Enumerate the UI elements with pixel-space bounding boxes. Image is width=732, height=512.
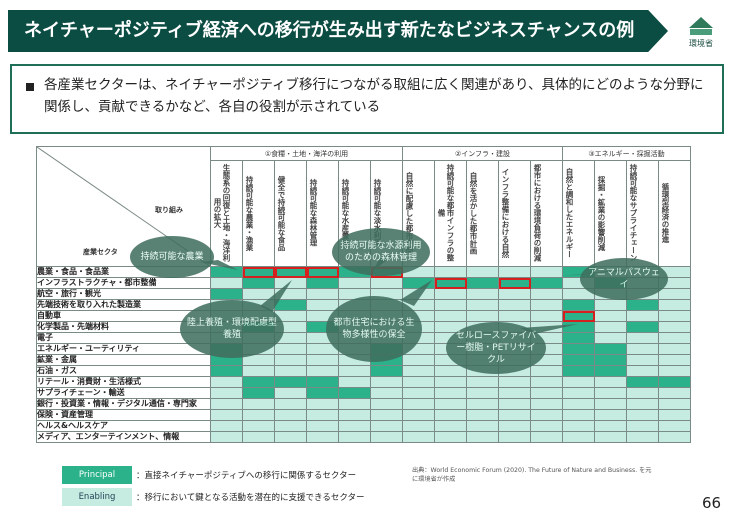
corner-label-top: 取り組み	[155, 206, 183, 214]
slide-title-banner: ネイチャーポジティブ経済への移行が生み出す新たなビジネスチャンスの例	[8, 10, 668, 52]
column-header-label: インフラ整備における自然	[501, 168, 510, 258]
callout-cellulose-pet: セルロースファイバー樹脂・PETリサイクル	[446, 322, 546, 374]
column-header: 自然と調和したエネルギー	[562, 160, 595, 267]
enabling-cell	[242, 431, 275, 443]
enabling-cell	[402, 431, 435, 443]
ministry-logo: 環境省	[684, 16, 718, 49]
column-header: 生態系の回復と土地・海洋利用の拡大	[210, 160, 243, 267]
enabling-cell	[338, 431, 371, 443]
ministry-logo-icon	[689, 17, 713, 35]
column-header: 持続可能な都市インフラの整備	[434, 160, 467, 267]
column-header-label: 健全で持続可能な食品	[277, 175, 286, 251]
callout-forest-management: 持続可能な水源利用のための森林管理	[332, 228, 430, 276]
column-header-label: 持続可能な水産養殖	[341, 179, 350, 247]
column-header-label: 持続可能な森林管理	[309, 179, 318, 247]
legend-enabling-swatch: Enabling	[62, 488, 132, 506]
column-header-label: 持続可能な農業・漁業	[245, 175, 254, 251]
column-header-label: 自然に配慮した都市空間	[405, 171, 414, 255]
callout-land-aquaculture: 陸上養殖・環境配慮型養殖	[180, 300, 284, 358]
column-header: 自然を活かした都市計画	[466, 160, 499, 267]
column-header: 都市における環境負荷の削減	[530, 160, 563, 267]
column-header-label: 持続可能な淡水利用	[373, 179, 382, 247]
column-header-label: 持続可能な都市インフラの整備	[437, 164, 455, 262]
column-header: 健全で持続可能な食品	[274, 160, 307, 267]
column-header: 持続可能なサプライチェーン	[626, 160, 659, 267]
enabling-cell	[274, 431, 307, 443]
callout-animal-pathway: アニマルパスウェイ	[580, 258, 668, 300]
callout-urban-biodiversity: 都市住宅における生物多様性の保全	[326, 296, 422, 362]
enabling-cell	[530, 431, 563, 443]
column-header-label: 生態系の回復と土地・海洋利用の拡大	[213, 164, 231, 262]
source-note: 出典：World Economic Forum (2020). The Futu…	[412, 467, 652, 483]
column-header-label: 都市における環境負荷の削減	[533, 164, 542, 262]
column-header-label: 採掘・鉱業の影響削減	[597, 175, 606, 251]
corner-label-left: 産業セクタ	[83, 248, 118, 256]
column-header-label: 持続可能なサプライチェーン	[629, 164, 638, 262]
column-header-label: 自然と調和したエネルギー	[565, 168, 574, 258]
enabling-cell	[594, 431, 627, 443]
summary-box: 各産業セクターは、ネイチャーポジティブ移行につながる取組に広く関連があり、具体的…	[10, 64, 724, 134]
column-header-label: 循環型経済の推進	[661, 183, 670, 243]
matrix-row: インフラストラクチャ・都市整備	[36, 277, 691, 289]
legend-principal-text: ：直接ネイチャーポジティブへの移行に関係するセクター	[136, 471, 357, 481]
sector-label: メディア、エンターテインメント、情報	[36, 431, 211, 443]
matrix-row: 保険・資産管理	[36, 409, 691, 421]
matrix-row: 鉱業・金属	[36, 354, 691, 366]
matrix-row: メディア、エンターテインメント、情報	[36, 431, 691, 443]
matrix-row: ヘルス&ヘルスケア	[36, 420, 691, 432]
page-number: 66	[702, 494, 722, 512]
enabling-cell	[210, 431, 243, 443]
column-header: 循環型経済の推進	[658, 160, 691, 267]
slide-title: ネイチャーポジティブ経済への移行が生み出す新たなビジネスチャンスの例	[24, 20, 635, 41]
enabling-cell	[658, 431, 691, 443]
legend-principal-swatch: Principal	[62, 466, 132, 484]
column-header-label: 自然を活かした都市計画	[469, 171, 478, 255]
bullet-square-icon	[26, 83, 34, 91]
legend-enabling-text: ：移行において鍵となる活動を潜在的に支援できるセクター	[136, 493, 365, 503]
logo-text: 環境省	[689, 39, 713, 48]
callout-sustainable-agriculture: 持続可能な農業	[130, 236, 214, 278]
summary-text: 各産業セクターは、ネイチャーポジティブ移行につながる取組に広く関連があり、具体的…	[44, 77, 704, 115]
matrix-row: 銀行・投資業・情報・デジタル通信・専門家	[36, 398, 691, 410]
